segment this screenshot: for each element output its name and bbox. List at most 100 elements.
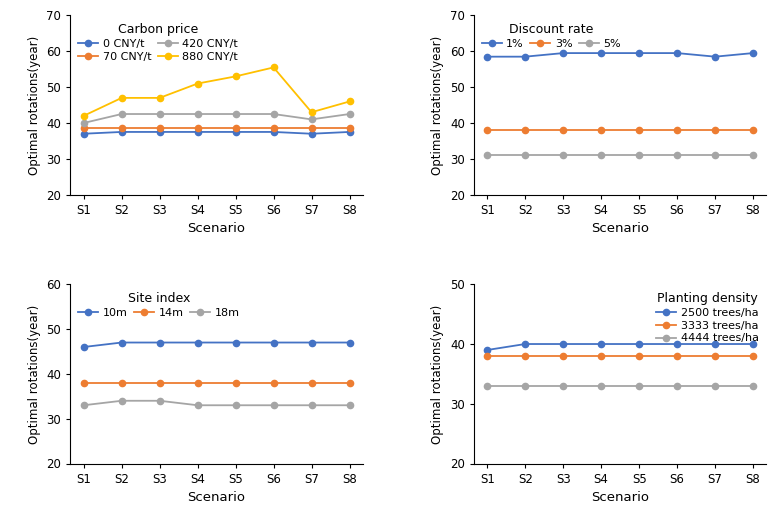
10m: [307, 339, 316, 346]
4444 trees/ha: [634, 383, 644, 389]
2500 trees/ha: [597, 341, 606, 347]
X-axis label: Scenario: Scenario: [188, 491, 246, 504]
14m: [79, 380, 88, 386]
Line: 18m: 18m: [81, 398, 353, 408]
Line: 3%: 3%: [484, 127, 756, 133]
14m: [231, 380, 240, 386]
0 CNY/t: [155, 129, 164, 135]
880 CNY/t: [307, 109, 316, 115]
Y-axis label: Optimal rotations(year): Optimal rotations(year): [432, 36, 444, 175]
0 CNY/t: [193, 129, 203, 135]
70 CNY/t: [307, 125, 316, 131]
14m: [117, 380, 127, 386]
5%: [558, 152, 568, 158]
4444 trees/ha: [597, 383, 606, 389]
Line: 5%: 5%: [484, 152, 756, 159]
3333 trees/ha: [558, 353, 568, 359]
X-axis label: Scenario: Scenario: [591, 491, 649, 504]
10m: [155, 339, 164, 346]
10m: [193, 339, 203, 346]
2500 trees/ha: [710, 341, 719, 347]
18m: [193, 402, 203, 408]
Y-axis label: Optimal rotations(year): Optimal rotations(year): [28, 304, 41, 443]
880 CNY/t: [231, 73, 240, 79]
4444 trees/ha: [673, 383, 682, 389]
1%: [634, 50, 644, 56]
Legend: 10m, 14m, 18m: 10m, 14m, 18m: [76, 290, 242, 320]
2500 trees/ha: [521, 341, 530, 347]
420 CNY/t: [231, 111, 240, 117]
5%: [634, 152, 644, 158]
420 CNY/t: [79, 120, 88, 126]
10m: [231, 339, 240, 346]
4444 trees/ha: [748, 383, 758, 389]
3333 trees/ha: [521, 353, 530, 359]
3%: [710, 127, 719, 133]
18m: [345, 402, 354, 408]
5%: [482, 152, 492, 158]
18m: [269, 402, 278, 408]
1%: [748, 50, 758, 56]
4444 trees/ha: [558, 383, 568, 389]
3333 trees/ha: [710, 353, 719, 359]
0 CNY/t: [231, 129, 240, 135]
18m: [307, 402, 316, 408]
880 CNY/t: [193, 80, 203, 87]
3333 trees/ha: [634, 353, 644, 359]
420 CNY/t: [269, 111, 278, 117]
3333 trees/ha: [673, 353, 682, 359]
420 CNY/t: [193, 111, 203, 117]
420 CNY/t: [345, 111, 354, 117]
Line: 880 CNY/t: 880 CNY/t: [81, 64, 353, 119]
3%: [673, 127, 682, 133]
3333 trees/ha: [482, 353, 492, 359]
Line: 2500 trees/ha: 2500 trees/ha: [484, 341, 756, 353]
Line: 420 CNY/t: 420 CNY/t: [81, 111, 353, 126]
2500 trees/ha: [673, 341, 682, 347]
0 CNY/t: [117, 129, 127, 135]
Y-axis label: Optimal rotations(year): Optimal rotations(year): [28, 36, 41, 175]
4444 trees/ha: [482, 383, 492, 389]
18m: [79, 402, 88, 408]
3333 trees/ha: [597, 353, 606, 359]
X-axis label: Scenario: Scenario: [591, 222, 649, 235]
2500 trees/ha: [748, 341, 758, 347]
4444 trees/ha: [521, 383, 530, 389]
14m: [345, 380, 354, 386]
2500 trees/ha: [482, 347, 492, 353]
Legend: 1%, 3%, 5%: 1%, 3%, 5%: [479, 21, 623, 51]
3333 trees/ha: [748, 353, 758, 359]
880 CNY/t: [79, 113, 88, 119]
0 CNY/t: [79, 131, 88, 137]
Line: 70 CNY/t: 70 CNY/t: [81, 125, 353, 131]
Y-axis label: Optimal rotations(year): Optimal rotations(year): [432, 304, 444, 443]
0 CNY/t: [269, 129, 278, 135]
420 CNY/t: [155, 111, 164, 117]
14m: [307, 380, 316, 386]
0 CNY/t: [345, 129, 354, 135]
70 CNY/t: [79, 125, 88, 131]
70 CNY/t: [269, 125, 278, 131]
70 CNY/t: [345, 125, 354, 131]
1%: [673, 50, 682, 56]
3%: [634, 127, 644, 133]
420 CNY/t: [307, 116, 316, 123]
10m: [345, 339, 354, 346]
3%: [748, 127, 758, 133]
14m: [193, 380, 203, 386]
420 CNY/t: [117, 111, 127, 117]
3%: [482, 127, 492, 133]
1%: [710, 54, 719, 60]
5%: [710, 152, 719, 158]
Line: 14m: 14m: [81, 380, 353, 386]
14m: [155, 380, 164, 386]
70 CNY/t: [231, 125, 240, 131]
70 CNY/t: [117, 125, 127, 131]
3%: [521, 127, 530, 133]
Line: 0 CNY/t: 0 CNY/t: [81, 129, 353, 137]
Line: 1%: 1%: [484, 50, 756, 60]
Legend: 2500 trees/ha, 3333 trees/ha, 4444 trees/ha: 2500 trees/ha, 3333 trees/ha, 4444 trees…: [654, 290, 761, 346]
1%: [482, 54, 492, 60]
2500 trees/ha: [558, 341, 568, 347]
5%: [748, 152, 758, 158]
